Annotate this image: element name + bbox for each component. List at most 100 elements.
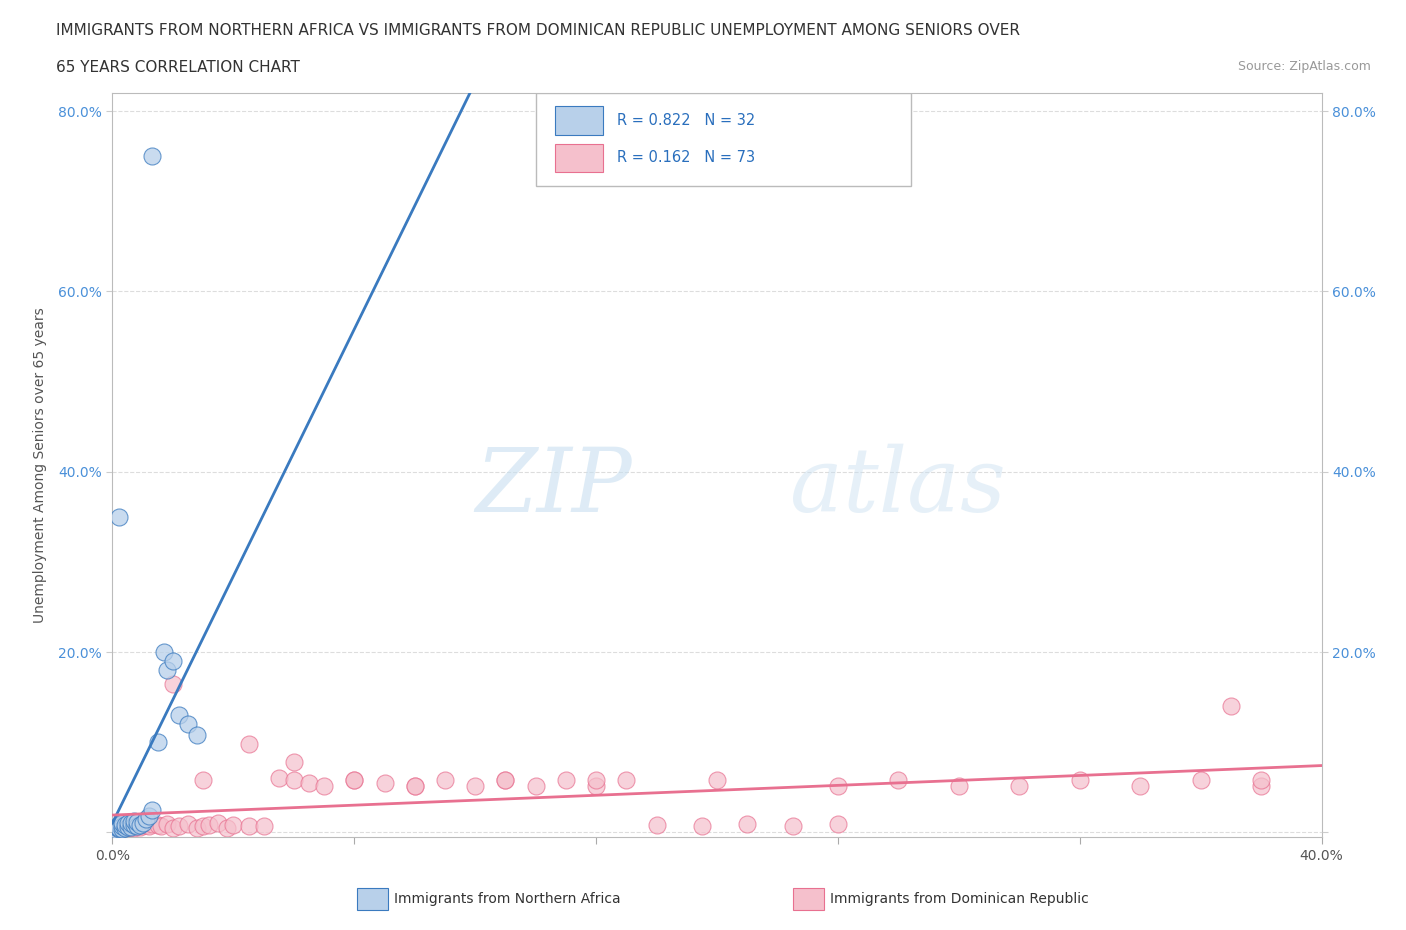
Point (107, 510, 129, 525)
Point (404, 778, 426, 793)
Point (107, 817, 129, 832)
Point (146, 735, 169, 750)
Y-axis label: Unemployment Among Seniors over 65 years: Unemployment Among Seniors over 65 years (34, 307, 46, 623)
Point (122, 814, 145, 829)
Point (177, 717, 200, 732)
Text: Immigrants from Dominican Republic: Immigrants from Dominican Republic (830, 892, 1088, 907)
Text: Immigrants from Northern Africa: Immigrants from Northern Africa (394, 892, 620, 907)
Point (114, 820, 136, 835)
Point (283, 755, 305, 770)
Point (162, 820, 184, 835)
Point (104, 819, 127, 834)
Point (128, 819, 150, 834)
Point (135, 817, 157, 832)
Point (1069, 773, 1091, 788)
Point (238, 737, 260, 751)
Point (948, 778, 970, 793)
Point (120, 820, 142, 835)
Point (114, 820, 136, 835)
Point (267, 771, 290, 786)
Point (585, 773, 607, 788)
Point (107, 821, 129, 836)
Point (125, 817, 148, 832)
Point (616, 773, 638, 788)
Point (117, 817, 139, 832)
Point (404, 778, 426, 793)
Point (177, 817, 200, 831)
Point (149, 818, 172, 833)
Point (141, 817, 163, 831)
Point (1220, 698, 1243, 713)
Point (117, 816, 139, 830)
Point (128, 817, 150, 832)
Text: Source: ZipAtlas.com: Source: ZipAtlas.com (1237, 60, 1371, 73)
Point (343, 773, 366, 788)
Point (433, 773, 456, 788)
Point (141, 803, 163, 817)
Point (125, 815, 148, 830)
Point (827, 817, 849, 831)
Point (125, 815, 148, 830)
Point (156, 817, 179, 831)
Point (167, 818, 190, 833)
Point (782, 818, 804, 833)
Point (554, 773, 576, 788)
Point (120, 816, 142, 830)
Point (887, 773, 910, 788)
Point (107, 817, 129, 832)
Point (110, 818, 132, 833)
Point (117, 821, 139, 836)
Point (138, 809, 160, 824)
Point (120, 819, 142, 834)
Point (114, 817, 136, 831)
Point (283, 773, 305, 788)
Point (706, 773, 728, 788)
Point (156, 663, 179, 678)
Point (737, 817, 759, 831)
Point (186, 820, 208, 835)
Point (110, 821, 132, 836)
Point (135, 812, 157, 827)
Point (104, 822, 127, 837)
Point (146, 817, 169, 832)
Point (645, 817, 668, 832)
Point (125, 818, 148, 833)
Point (238, 818, 260, 833)
Text: ZIP: ZIP (475, 444, 633, 531)
Text: R = 0.822   N = 32: R = 0.822 N = 32 (617, 113, 755, 128)
Point (110, 821, 132, 836)
Point (314, 778, 336, 793)
Point (153, 644, 176, 659)
Text: IMMIGRANTS FROM NORTHERN AFRICA VS IMMIGRANTS FROM DOMINICAN REPUBLIC UNEMPLOYME: IMMIGRANTS FROM NORTHERN AFRICA VS IMMIG… (56, 23, 1021, 38)
Point (495, 773, 517, 788)
Point (122, 817, 145, 832)
Point (120, 816, 142, 830)
Point (1250, 778, 1272, 793)
Point (827, 778, 849, 793)
FancyBboxPatch shape (555, 143, 603, 172)
Text: R = 0.162   N = 73: R = 0.162 N = 73 (617, 151, 755, 166)
Point (464, 778, 486, 793)
Point (585, 778, 607, 793)
Point (343, 773, 366, 788)
Point (186, 727, 208, 742)
Point (138, 818, 160, 833)
Point (114, 817, 136, 832)
FancyBboxPatch shape (555, 106, 603, 135)
Point (222, 817, 245, 832)
Point (132, 817, 155, 832)
Point (1129, 778, 1152, 793)
Point (1008, 778, 1031, 793)
Point (191, 818, 214, 833)
Point (167, 708, 190, 723)
Point (162, 676, 184, 691)
Point (253, 818, 276, 833)
Point (117, 819, 139, 834)
Point (298, 776, 321, 790)
Point (1250, 773, 1272, 788)
Point (107, 820, 129, 835)
Point (198, 817, 221, 832)
Point (107, 821, 129, 836)
Point (141, 149, 163, 164)
Point (217, 820, 239, 835)
